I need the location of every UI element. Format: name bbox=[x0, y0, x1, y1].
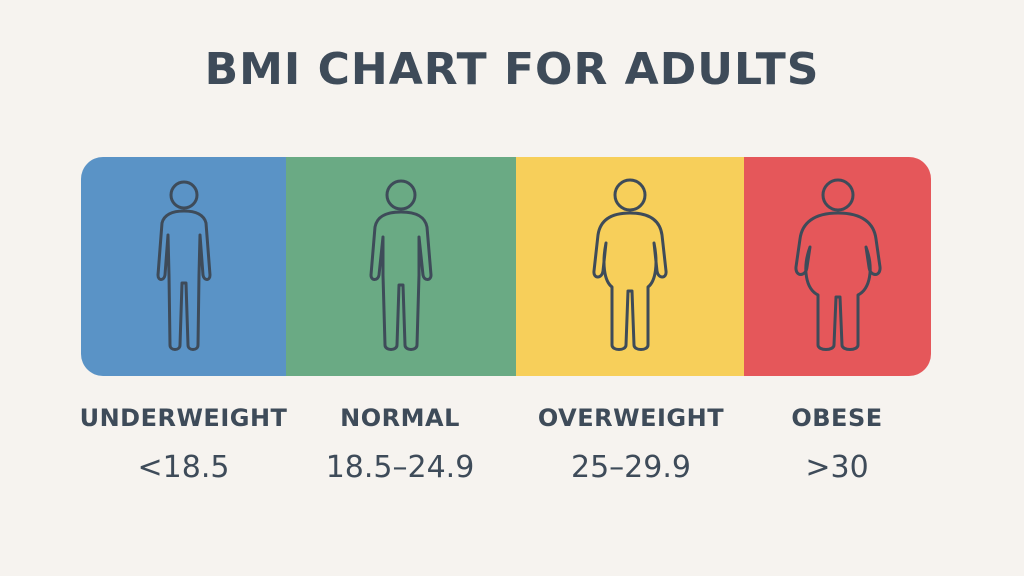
range-overweight: 25–29.9 bbox=[571, 450, 691, 485]
thin-person-icon bbox=[156, 180, 211, 351]
label-obese: OBESE bbox=[791, 404, 883, 432]
segment-overweight bbox=[516, 157, 744, 376]
label-underweight: UNDERWEIGHT bbox=[79, 404, 288, 432]
range-underweight: <18.5 bbox=[137, 450, 230, 485]
range-normal: 18.5–24.9 bbox=[325, 450, 475, 485]
chart-title: BMI CHART FOR ADULTS bbox=[204, 44, 820, 95]
segment-normal bbox=[286, 157, 516, 376]
bmi-color-band bbox=[81, 157, 931, 376]
label-overweight: OVERWEIGHT bbox=[537, 404, 725, 432]
segment-obese bbox=[744, 157, 931, 376]
obese-person-icon bbox=[793, 178, 882, 351]
range-obese: >30 bbox=[805, 450, 869, 485]
segment-underweight bbox=[81, 157, 286, 376]
label-normal: NORMAL bbox=[340, 404, 460, 432]
overweight-person-icon bbox=[592, 178, 668, 351]
normal-person-icon bbox=[369, 179, 433, 351]
